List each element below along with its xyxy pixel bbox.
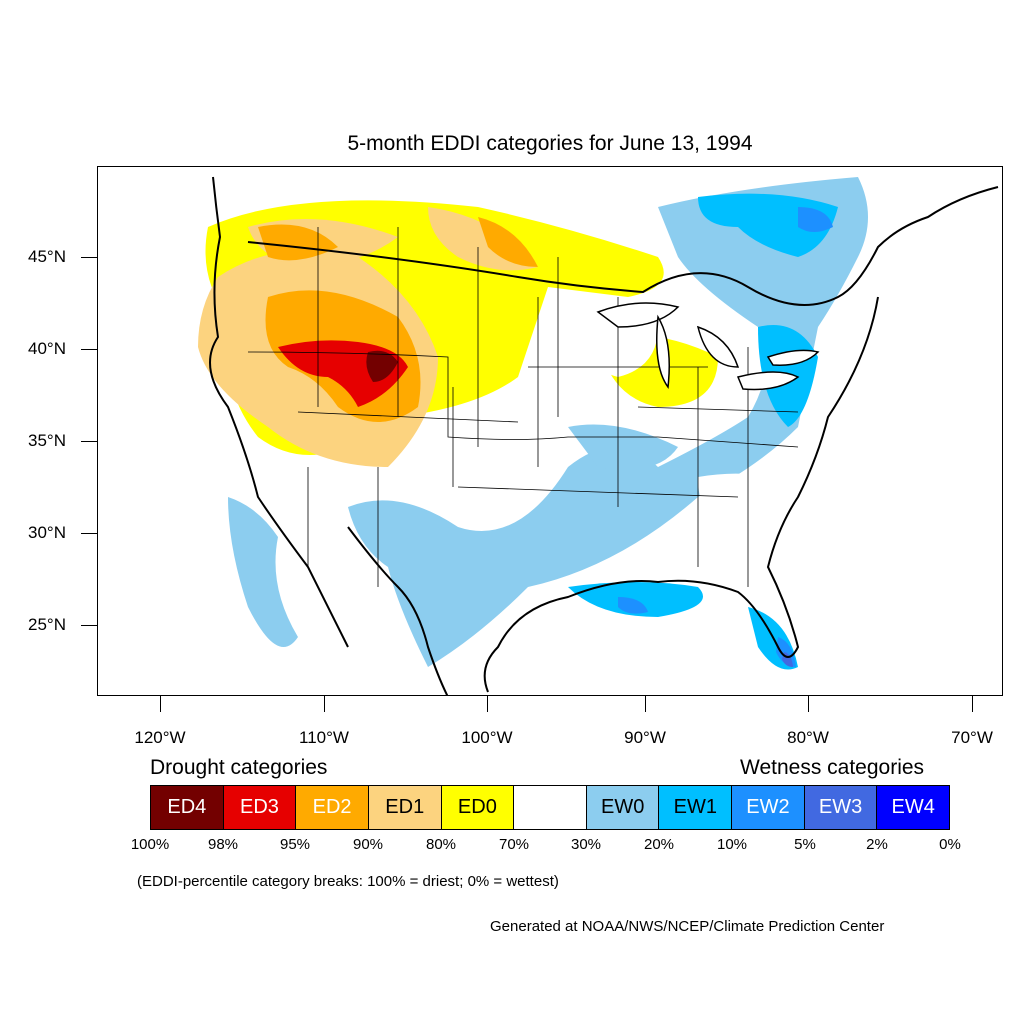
wetness-categories-heading: Wetness categories [740,756,925,779]
legend-swatch-ew3: EW3 [804,786,878,829]
break-label: 30% [570,836,602,853]
legend-swatch-ew2: EW2 [732,786,805,829]
lon-tick [645,696,646,712]
legend-label: ED1 [385,796,425,818]
legend-swatch-ed4: ED4 [151,786,224,829]
lat-tick [81,625,97,626]
break-label: 90% [352,836,384,853]
legend-swatch-ed0: ED0 [441,786,515,829]
legend-swatch-ed3: ED3 [223,786,297,829]
great-lakes [596,302,820,391]
legend-label: EW1 [673,796,717,818]
break-label: 95% [279,836,311,853]
eddi-map [198,176,999,695]
credit-text: Generated at NOAA/NWS/NCEP/Climate Predi… [490,918,885,935]
legend-swatch-ew4: EW4 [877,786,950,829]
break-label: 100% [130,836,170,853]
break-label: 70% [498,836,530,853]
legend-label: EW3 [818,796,863,818]
legend-swatch-ew1: EW1 [659,786,733,829]
breaks-note: (EDDI-percentile category breaks: 100% =… [137,873,559,890]
lon-tick [972,696,973,712]
lon-tick [324,696,325,712]
map-title: 5-month EDDI categories for June 13, 199… [347,132,753,155]
legend-label: ED3 [240,796,279,818]
lon-tick [160,696,161,712]
lon-tick [808,696,809,712]
lon-label-90w: 90°W [624,728,666,747]
legend-swatch-ed1: ED1 [368,786,442,829]
break-label: 20% [643,836,675,853]
ew0-regions [228,177,868,667]
legend-label: ED0 [457,796,497,818]
lon-tick [487,696,488,712]
lat-tick [81,257,97,258]
drought-categories-heading: Drought categories [150,756,328,779]
break-label: 80% [425,836,457,853]
lon-label-70w: 70°W [951,728,993,747]
break-label: 0% [939,836,961,853]
neutral-regions [448,313,798,537]
lon-label-110w: 110°W [299,728,349,747]
lat-label-45n: 45°N [28,247,66,266]
legend-label: EW2 [746,796,790,818]
lat-label-40n: 40°N [28,339,66,358]
lon-label-100w: 100°W [461,728,513,747]
legend-swatch-ed2: ED2 [296,786,369,829]
break-label: 10% [716,836,748,853]
legend-swatch-neutral [514,786,587,829]
break-label: 5% [794,836,816,853]
lat-label-35n: 35°N [28,431,66,450]
ed4-regions [366,350,398,382]
lon-label-80w: 80°W [787,728,829,747]
legend-label: ED2 [312,796,352,818]
coastlines [209,176,999,695]
legend-label: ED4 [167,796,207,818]
map-panel [97,166,1003,696]
legend-label: EW4 [891,796,935,818]
lat-tick [81,349,97,350]
category-legend: ED4 ED3 ED2 ED1 ED0 EW0 EW1 EW2 EW3 EW4 [150,785,950,830]
state-borders [247,227,799,587]
lat-label-25n: 25°N [28,615,66,634]
lat-label-30n: 30°N [28,523,66,542]
legend-swatch-ew0: EW0 [586,786,660,829]
legend-label: EW0 [600,796,645,818]
break-label: 2% [866,836,888,853]
lat-tick [81,441,97,442]
lon-label-120w: 120°W [134,728,186,747]
break-label: 98% [207,836,239,853]
lat-tick [81,533,97,534]
